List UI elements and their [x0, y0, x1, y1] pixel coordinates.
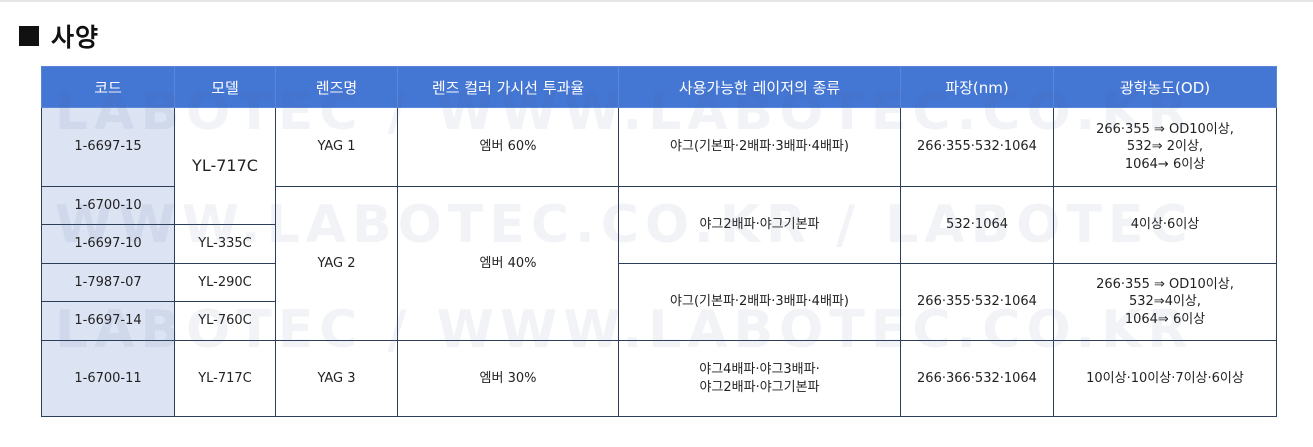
code-cell: 1-6700-10 — [41, 186, 175, 225]
col-header-wavelength: 파장(nm) — [900, 66, 1054, 108]
od-cell: 266·355 ⇒ OD10이상, 532⇒4이상, 1064⇒ 6이상 — [1053, 263, 1277, 341]
od-line: 1064⇒ 6이상 — [1124, 311, 1206, 327]
lens-cell: YAG 2 — [275, 186, 398, 341]
transmittance-cell: 엠버 30% — [397, 340, 619, 417]
table-row: 1-6697-15 YL-717C YAG 1 엠버 60% 야그(기본파·2배… — [41, 107, 1277, 225]
table-row: 1-6697-10 YL-335C — [41, 224, 1277, 264]
table-row: 1-6700-11 YL-717C YAG 3 엠버 30% 야그4배파·야그3… — [41, 340, 1277, 417]
model-cell: YL-717C — [174, 340, 276, 417]
model-cell: YL-717C — [174, 107, 276, 225]
od-line: 1064→ 6이상 — [1124, 156, 1206, 172]
transmittance-cell: 엠버 60% — [397, 107, 619, 187]
table-row: 1-7987-07 YL-290C 야그(기본파·2배파·3배파·4배파) 26… — [41, 263, 1277, 341]
table-header-row: 코드 모델 렌즈명 렌즈 컬러 가시선 투과율 사용가능한 레이저의 종류 파장… — [41, 66, 1277, 108]
laser-line: 야그4배파·야그3배파· — [699, 361, 820, 377]
col-header-model: 모델 — [174, 66, 276, 108]
code-cell: 1-6700-11 — [41, 340, 175, 417]
transmittance-cell: 엠버 40% — [397, 186, 619, 341]
col-header-code: 코드 — [41, 66, 175, 108]
square-bullet-icon — [19, 26, 39, 46]
od-line: 266·355 ⇒ OD10이상, — [1096, 276, 1234, 292]
od-cell: 10이상·10이상·7이상·6이상 — [1053, 340, 1277, 417]
col-header-laser: 사용가능한 레이저의 종류 — [618, 66, 901, 108]
wavelength-cell: 266·355·532·1064 — [900, 263, 1054, 341]
section-heading: 사양 — [19, 18, 99, 54]
col-header-od: 광학농도(OD) — [1053, 66, 1277, 108]
table-row: 1-6700-10 YAG 2 엠버 40% 야그2배파·야그기본파 532·1… — [41, 186, 1277, 341]
spec-table: 코드 모델 렌즈명 렌즈 컬러 가시선 투과율 사용가능한 레이저의 종류 파장… — [41, 66, 1277, 417]
od-line: 532⇒ 2이상, — [1126, 139, 1204, 155]
od-line: 532⇒4이상, — [1128, 294, 1202, 310]
model-cell: YL-290C — [174, 263, 276, 302]
col-header-lens: 렌즈명 — [275, 66, 398, 108]
lens-cell: YAG 3 — [275, 340, 398, 417]
od-cell: 266·355 ⇒ OD10이상, 532⇒ 2이상, 1064→ 6이상 — [1053, 107, 1277, 187]
wavelength-cell: 266·366·532·1064 — [900, 340, 1054, 417]
model-cell: YL-335C — [174, 224, 276, 264]
col-header-transmittance: 렌즈 컬러 가시선 투과율 — [397, 66, 619, 108]
od-cell: 4이상·6이상 — [1053, 186, 1277, 264]
model-cell: YL-760C — [174, 301, 276, 341]
laser-line: 야그2배파·야그기본파 — [699, 379, 820, 395]
code-cell: 1-6697-15 — [41, 107, 175, 187]
code-cell: 1-7987-07 — [41, 263, 175, 302]
laser-cell: 야그2배파·야그기본파 — [618, 186, 901, 264]
wavelength-cell: 532·1064 — [900, 186, 1054, 264]
laser-cell: 야그4배파·야그3배파· 야그2배파·야그기본파 — [618, 340, 901, 417]
section-title: 사양 — [51, 23, 100, 52]
code-cell: 1-6697-10 — [41, 224, 175, 264]
od-line: 266·355 ⇒ OD10이상, — [1096, 121, 1234, 137]
wavelength-cell: 266·355·532·1064 — [900, 107, 1054, 187]
table-row: 1-6697-14 YL-760C — [41, 301, 1277, 341]
code-cell: 1-6697-14 — [41, 301, 175, 341]
laser-cell: 야그(기본파·2배파·3배파·4배파) — [618, 263, 901, 341]
lens-cell: YAG 1 — [275, 107, 398, 187]
model-label: YL-717C — [192, 156, 258, 176]
top-divider — [0, 0, 1313, 2]
laser-cell: 야그(기본파·2배파·3배파·4배파) — [618, 107, 901, 187]
